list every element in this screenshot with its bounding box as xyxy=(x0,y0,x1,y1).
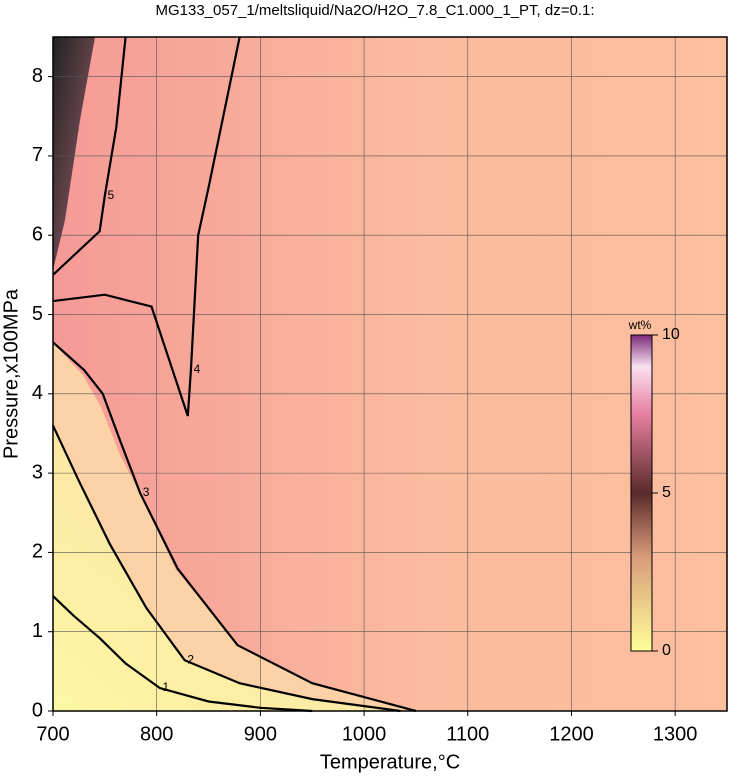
lowest-region xyxy=(53,426,401,711)
colorbar-tick-label: 10 xyxy=(662,326,680,343)
y-tick-label: 4 xyxy=(32,382,43,404)
x-tick-label: 800 xyxy=(140,723,173,745)
contour-line xyxy=(52,341,417,713)
contour-line xyxy=(52,36,127,276)
colorbar-tick-label: 5 xyxy=(662,484,671,501)
x-tick-label: 700 xyxy=(36,723,69,745)
y-tick-label: 6 xyxy=(32,224,43,246)
y-tick-label: 5 xyxy=(32,303,43,325)
colorbar xyxy=(630,334,653,652)
x-tick-label: 1300 xyxy=(653,723,698,745)
x-tick-label: 900 xyxy=(244,723,277,745)
contour-label: 4 xyxy=(194,362,201,376)
y-axis-label: Pressure,x100MPa xyxy=(0,288,22,459)
plot-frame xyxy=(52,36,728,712)
x-tick-label: 1200 xyxy=(549,723,594,745)
contour-label: 2 xyxy=(187,652,194,666)
chart-title: MG133_057_1/meltsliquid/Na2O/H2O_7.8_C1.… xyxy=(155,2,594,19)
y-tick-label: 3 xyxy=(32,461,43,483)
contour-line xyxy=(52,36,241,417)
y-tick-label: 1 xyxy=(32,620,43,642)
contour-label: 5 xyxy=(108,188,115,202)
y-tick-label: 0 xyxy=(32,699,43,721)
y-tick-label: 8 xyxy=(32,65,43,87)
contour-line xyxy=(52,425,401,713)
x-axis-label: Temperature,°C xyxy=(320,751,460,773)
contour-label: 1 xyxy=(162,680,169,694)
y-tick-label: 7 xyxy=(32,144,43,166)
high-region xyxy=(53,37,95,270)
contour-label: 3 xyxy=(143,485,150,499)
colorbar-tick-label: 0 xyxy=(662,642,671,659)
x-tick-label: 1100 xyxy=(446,723,489,745)
x-tick-label: 1000 xyxy=(342,723,387,745)
y-tick-label: 2 xyxy=(32,541,43,563)
colorbar-label: wt% xyxy=(628,318,652,332)
contour-line xyxy=(52,595,313,713)
